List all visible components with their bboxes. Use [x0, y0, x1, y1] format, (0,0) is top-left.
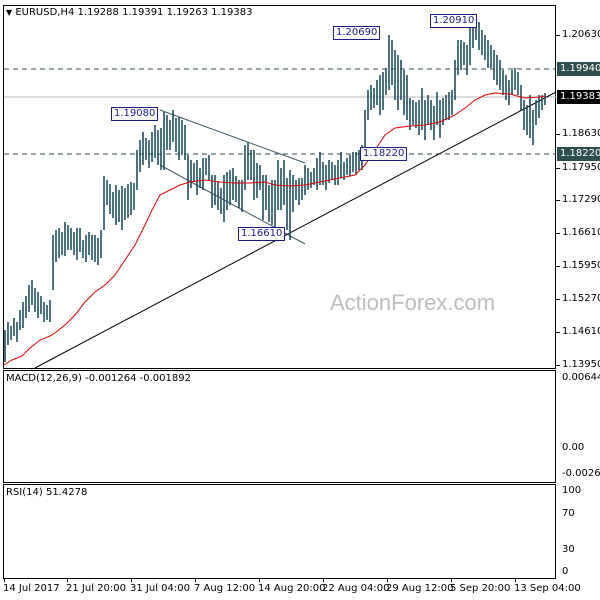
- macd-axis-label: 0.00: [562, 442, 585, 453]
- price-panel[interactable]: [3, 5, 556, 369]
- macd-title: MACD(12,26,9) -0.001264 -0.001892: [6, 373, 191, 384]
- ma-line: [3, 92, 546, 366]
- collapse-triangle-icon[interactable]: ▼: [6, 8, 13, 17]
- time-label: 14 Aug 20:00: [258, 583, 326, 594]
- price-bars: [4, 20, 546, 362]
- macd-axis-label: 0.006445: [562, 372, 600, 383]
- price-label: 1.14610: [562, 326, 600, 337]
- watermark: ActionForex.com: [330, 290, 496, 315]
- price-label: 1.16610: [562, 227, 600, 238]
- rsi-axis-label: 30: [562, 544, 575, 555]
- swing-high-callout: 1.20690: [333, 26, 381, 40]
- rsi-axis-label: 100: [562, 485, 582, 496]
- time-label: 13 Sep 04:00: [514, 583, 581, 594]
- time-label: 31 Jul 04:00: [130, 583, 190, 594]
- price-label: 1.13950: [562, 359, 600, 370]
- rsi-panel[interactable]: [3, 484, 556, 579]
- swing-low-callout: 1.18220: [360, 147, 408, 161]
- macd-panel[interactable]: [3, 370, 556, 483]
- price-label: 1.20630: [562, 29, 600, 40]
- resistance-level-label: 1.19940: [557, 62, 600, 76]
- rsi-title: RSI(14) 51.4278: [6, 487, 88, 498]
- price-label: 1.15950: [562, 260, 600, 271]
- symbol-ohlc: EURUSD,H4 1.19288 1.19391 1.19263 1.1938…: [15, 7, 253, 18]
- time-label: 21 Jul 20:00: [66, 583, 126, 594]
- swing-high-callout: 1.20910: [430, 14, 478, 28]
- time-label: 7 Aug 12:00: [194, 583, 256, 594]
- rsi-axis-label: 0: [562, 566, 569, 577]
- price-label: 1.18630: [562, 128, 600, 139]
- time-label: 5 Sep 20:00: [450, 583, 511, 594]
- support-level-label: 1.18220: [557, 147, 600, 161]
- macd-axis-label: -0.002669: [562, 468, 600, 479]
- price-label: 1.17950: [562, 162, 600, 173]
- swing-high-callout: 1.19080: [111, 107, 159, 121]
- time-label: 22 Aug 04:00: [322, 583, 390, 594]
- swing-low-callout: 1.16610: [238, 227, 286, 241]
- chart-title: ▼ EURUSD,H4 1.19288 1.19391 1.19263 1.19…: [6, 7, 252, 18]
- time-label: 14 Jul 2017: [3, 583, 60, 594]
- rsi-axis-label: 70: [562, 508, 575, 519]
- price-label: 1.17290: [562, 194, 600, 205]
- time-label: 29 Aug 12:00: [386, 583, 454, 594]
- current-price-label: 1.19383: [557, 90, 600, 104]
- price-label: 1.15270: [562, 293, 600, 304]
